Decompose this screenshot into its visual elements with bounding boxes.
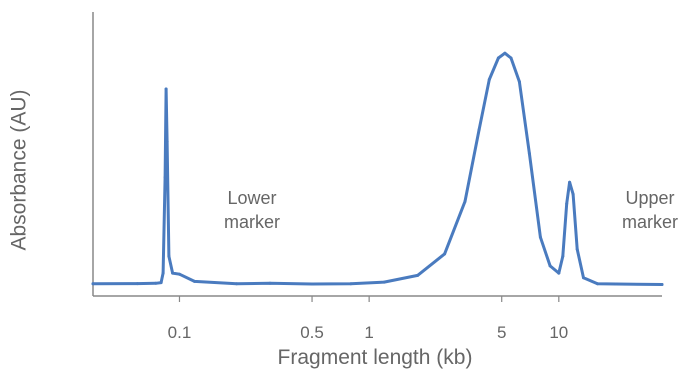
annotation-lower-marker: Lower marker (210, 186, 294, 234)
data-point (503, 51, 507, 55)
data-point (496, 56, 500, 60)
data-point (167, 254, 171, 258)
annotation-lower-line1: Lower (227, 188, 277, 208)
data-point (91, 282, 95, 286)
data-point (571, 192, 575, 196)
data-point (509, 56, 513, 60)
data-point (154, 281, 158, 285)
annotation-upper-line1: Upper (625, 188, 675, 208)
x-axis-label: Fragment length (kb) (277, 346, 473, 369)
data-point (463, 199, 467, 203)
data-point (614, 282, 618, 286)
data-point (568, 180, 572, 184)
y-axis-label-wrapper: Absorbance (AU) (4, 40, 36, 300)
data-point (310, 282, 314, 286)
data-point (235, 282, 239, 286)
data-point (538, 235, 542, 239)
data-point (171, 271, 175, 275)
data-point (443, 252, 447, 256)
data-point (557, 271, 561, 275)
data-point (660, 283, 664, 286)
data-point (165, 140, 169, 144)
data-point (164, 87, 168, 91)
data-point (178, 272, 181, 276)
data-point (268, 281, 272, 285)
x-axis-ticks: 0.1 0.5 1 5 10 (168, 296, 568, 342)
data-point (561, 254, 565, 258)
annotation-upper-line2: marker (621, 212, 678, 232)
data-point (596, 282, 599, 286)
x-tick-label: 10 (549, 323, 568, 342)
x-tick-label: 5 (497, 323, 506, 342)
x-tick-label: 1 (364, 323, 373, 342)
data-point (517, 80, 521, 84)
annotation-upper-marker: Upper marker (612, 186, 688, 234)
chart-axes (92, 12, 662, 297)
x-tick-label: 0.1 (168, 323, 192, 342)
data-point (159, 281, 163, 285)
data-point (582, 276, 585, 280)
data-point (161, 271, 165, 275)
data-point (163, 175, 167, 179)
data-point (487, 78, 491, 81)
data-point (527, 152, 531, 155)
data-point (548, 264, 552, 268)
data-point (349, 282, 353, 286)
data-point (135, 282, 139, 286)
data-point (382, 280, 386, 284)
data-point (565, 202, 569, 206)
chart-series (91, 51, 664, 286)
data-point (416, 273, 420, 277)
data-point (477, 128, 481, 132)
data-point (575, 247, 579, 251)
data-point (193, 279, 196, 283)
y-axis-label: Absorbance (AU) (8, 89, 32, 251)
x-tick-label: 0.5 (300, 323, 324, 342)
annotation-lower-line2: marker (223, 212, 280, 232)
